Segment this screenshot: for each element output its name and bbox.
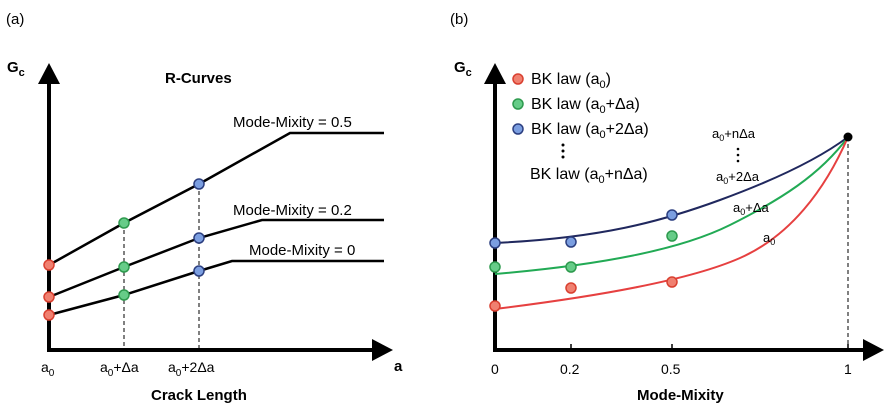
panel-b-x-title: Mode-Mixity <box>637 387 724 404</box>
panel-a-tick-a0: a0 <box>41 359 55 379</box>
legend-item-a0-2da: BK law (a0+2Δa) <box>531 121 649 141</box>
panel-a-tick-a0-da: a0+Δa <box>100 359 139 379</box>
legend-ellipsis <box>561 143 565 159</box>
r-curve-label-05: Mode-Mixity = 0.5 <box>233 114 352 131</box>
r-curve-mm-0 <box>48 259 384 317</box>
panel-a-tag: (a) <box>6 11 24 28</box>
bk-curve-a0 <box>494 136 849 310</box>
panel-b-y-axis-label: Gc <box>454 59 472 79</box>
marker-blue <box>666 209 678 221</box>
marker-green <box>565 261 577 273</box>
panel-a-x-title: Crack Length <box>151 387 247 404</box>
panel-b-tag: (b) <box>450 11 468 28</box>
legend-marker-red <box>512 73 524 85</box>
panel-a-title: R-Curves <box>165 70 232 87</box>
panel-b-tick-0: 0 <box>491 361 499 377</box>
legend: BK law (a0) BK law (a0+Δa) BK law (a0+2Δ… <box>512 71 649 186</box>
legend-marker-blue <box>512 123 524 135</box>
curve-label-a0-da: a0+Δa <box>733 200 770 217</box>
marker-blue <box>193 265 205 277</box>
panel-b-tick-02: 0.2 <box>560 361 580 377</box>
curve-label-a0: a0 <box>763 230 775 247</box>
bk-curve-a0-da <box>494 136 849 275</box>
marker-green <box>489 261 501 273</box>
marker-green <box>118 217 130 229</box>
curve-label-a0-2da: a0+2Δa <box>716 169 760 186</box>
panel-a-x-axis-label: a <box>394 358 403 375</box>
marker-green <box>666 230 678 242</box>
marker-red <box>666 276 678 288</box>
panel-a-y-arrow <box>38 63 60 84</box>
curve-label-a0-nda: a0+nΔa <box>712 126 756 143</box>
legend-marker-green <box>512 98 524 110</box>
marker-blue <box>489 237 501 249</box>
bk-curve-a0-2da <box>494 136 849 244</box>
r-curve-label-02: Mode-Mixity = 0.2 <box>233 202 352 219</box>
panel-b-tick-1: 1 <box>844 361 852 377</box>
marker-blue <box>193 178 205 190</box>
panel-b-tick-05: 0.5 <box>661 361 681 377</box>
legend-item-a0: BK law (a0) <box>531 71 611 91</box>
marker-blue <box>193 232 205 244</box>
r-curve-label-0: Mode-Mixity = 0 <box>249 242 355 259</box>
curve-label-ellipsis <box>736 147 740 163</box>
marker-red <box>43 259 55 271</box>
marker-red <box>43 309 55 321</box>
marker-green <box>118 261 130 273</box>
marker-red <box>565 282 577 294</box>
panel-a: (a) Gc a R-Curves Crack Length a0 a0+Δa … <box>6 11 403 404</box>
panel-a-y-axis-label: Gc <box>7 59 25 79</box>
panel-b-y-arrow <box>484 63 506 84</box>
legend-item-a0-da: BK law (a0+Δa) <box>531 96 640 116</box>
legend-item-a0-nda: BK law (a0+nΔa) <box>530 166 648 186</box>
panel-a-tick-a0-2da: a0+2Δa <box>168 359 215 379</box>
convergence-point <box>843 132 853 142</box>
marker-red <box>43 291 55 303</box>
marker-blue <box>565 236 577 248</box>
marker-green <box>118 289 130 301</box>
panel-b: (b) Gc Mode-Mixity 0 0.2 0.5 1 <box>450 11 884 404</box>
marker-red <box>489 300 501 312</box>
panel-b-x-arrow <box>863 339 884 361</box>
panel-a-x-arrow <box>372 339 393 361</box>
